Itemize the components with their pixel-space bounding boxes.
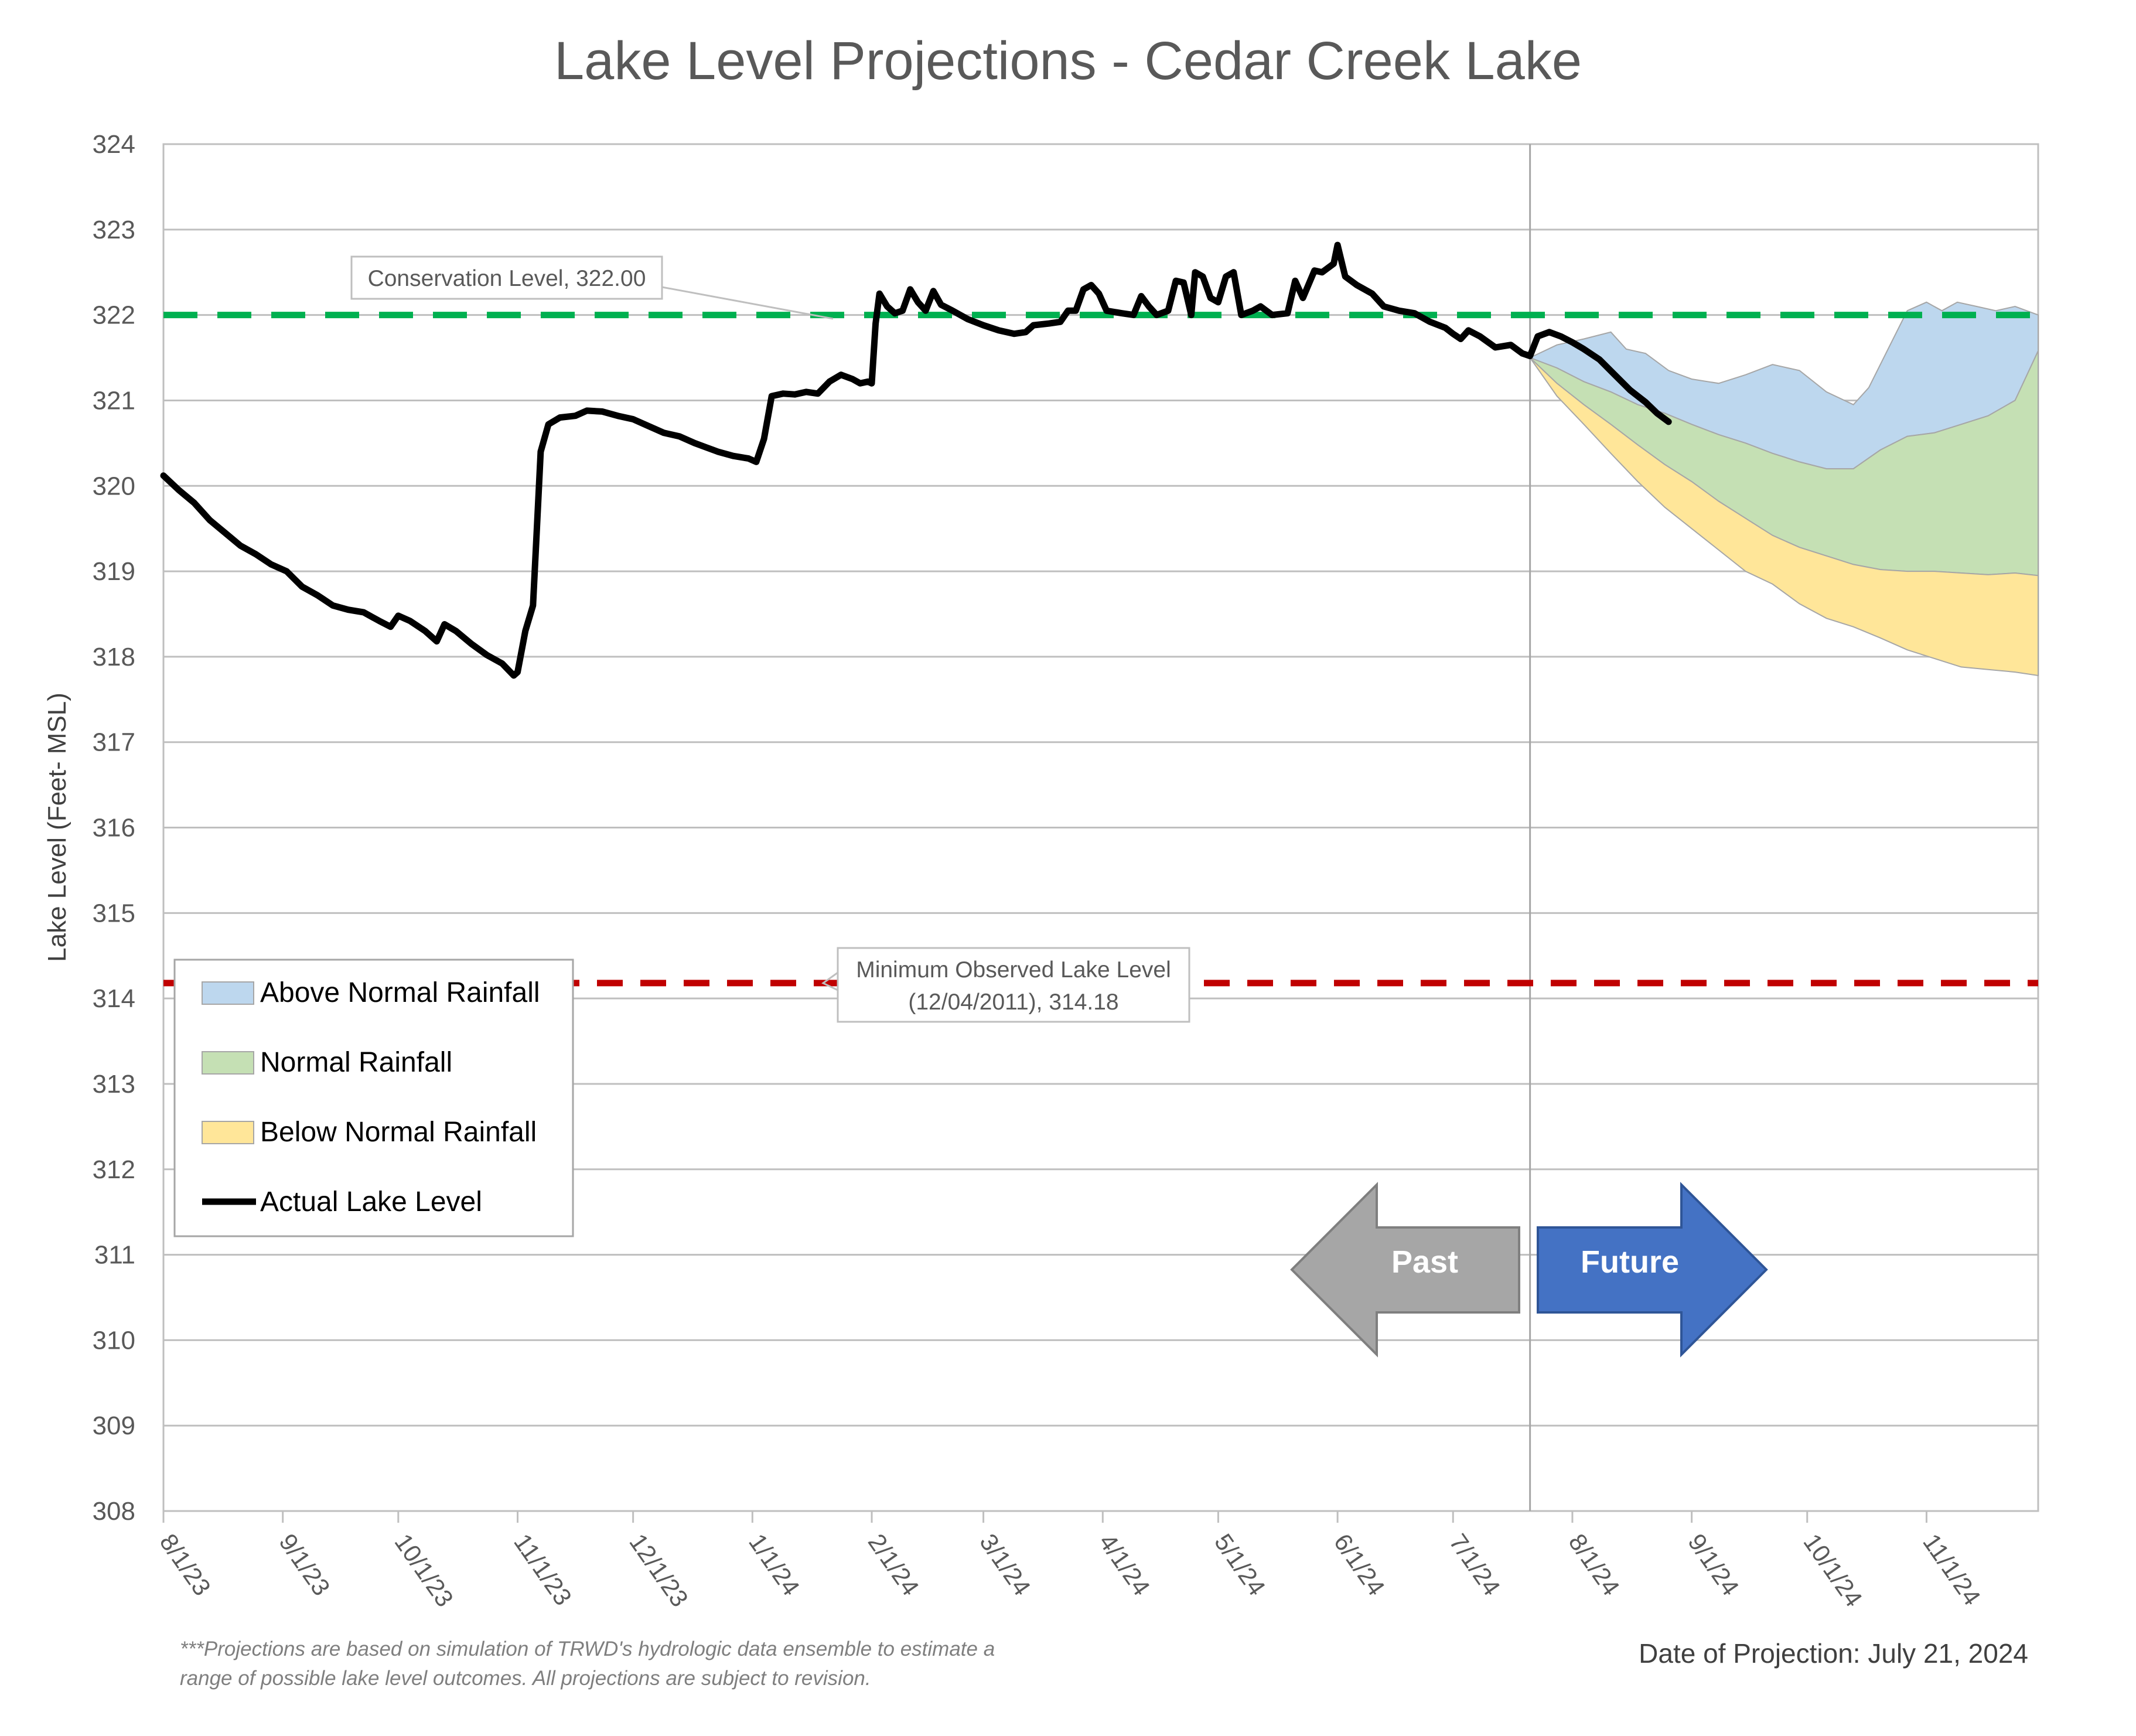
- legend: Above Normal Rainfall Normal Rainfall Be…: [173, 959, 574, 1237]
- y-tick-labels: 308 309 310 311 312 313 314 315 316 317 318 319 320 3…: [93, 130, 135, 1526]
- y-tick-label-311: 311: [94, 1241, 135, 1270]
- y-tick-label-312: 312: [93, 1155, 135, 1184]
- y-tick-label-313: 313: [93, 1070, 135, 1099]
- minimum-callout-label-line1: Minimum Observed Lake Level: [856, 957, 1171, 983]
- legend-box: [173, 959, 574, 1237]
- y-axis-label: Lake Level (Feet- MSL): [43, 693, 71, 962]
- conservation-callout-leader: [661, 286, 834, 320]
- chart-title: Lake Level Projections - Cedar Creek Lak…: [554, 31, 1582, 91]
- y-tick-label-308: 308: [93, 1497, 135, 1526]
- conservation-callout: Conservation Level, 322.00: [350, 255, 834, 320]
- past-arrow-shape: [1290, 1182, 1520, 1358]
- y-tick-label-318: 318: [93, 643, 135, 671]
- future-arrow: Future: [1537, 1182, 1768, 1358]
- y-tick-label-322: 322: [93, 301, 135, 330]
- legend-swatch-normal: [202, 1051, 254, 1075]
- conservation-callout-box: [350, 255, 663, 300]
- legend-label-actual-level: Actual Lake Level: [260, 1186, 482, 1217]
- projection-bands: [1528, 301, 2039, 677]
- y-tick-label-309: 309: [93, 1411, 135, 1440]
- conservation-callout-label: Conservation Level, 322.00: [368, 266, 646, 291]
- legend-label-above-normal: Above Normal Rainfall: [260, 977, 540, 1008]
- past-arrow: Past: [1290, 1182, 1520, 1358]
- legend-label-normal: Normal Rainfall: [260, 1047, 452, 1078]
- minimum-callout-pointer: [821, 971, 838, 991]
- future-arrow-shape: [1537, 1182, 1768, 1358]
- future-arrow-label: Future: [1581, 1244, 1679, 1280]
- y-tick-label-314: 314: [93, 984, 135, 1013]
- legend-label-below-normal: Below Normal Rainfall: [260, 1117, 537, 1148]
- projection-date-text: Date of Projection: July 21, 2024: [1639, 1638, 2028, 1669]
- minimum-callout-label-line2: (12/04/2011), 314.18: [908, 990, 1118, 1015]
- y-tick-label-324: 324: [93, 130, 135, 159]
- y-tick-label-317: 317: [93, 728, 135, 757]
- actual-lake-level-line: [160, 241, 1672, 679]
- minimum-callout-box: [837, 947, 1190, 1023]
- band-below-normal-rainfall: [1529, 357, 2039, 677]
- footnote-line-2: range of possible lake level outcomes. A…: [180, 1667, 871, 1690]
- y-tick-label-310: 310: [93, 1326, 135, 1355]
- past-arrow-label: Past: [1391, 1244, 1458, 1280]
- y-tick-label-316: 316: [93, 814, 135, 843]
- y-tick-label-319: 319: [93, 557, 135, 586]
- minimum-level-callout: Minimum Observed Lake Level (12/04/2011)…: [821, 947, 1190, 1023]
- y-tick-label-315: 315: [93, 899, 135, 927]
- legend-swatch-below-normal: [202, 1121, 254, 1144]
- y-tick-label-321: 321: [93, 386, 135, 415]
- y-tick-label-323: 323: [93, 216, 135, 244]
- legend-swatch-above-normal: [202, 981, 254, 1005]
- y-tick-label-320: 320: [93, 472, 135, 500]
- footnote-line-1: ***Projections are based on simulation o…: [180, 1638, 995, 1660]
